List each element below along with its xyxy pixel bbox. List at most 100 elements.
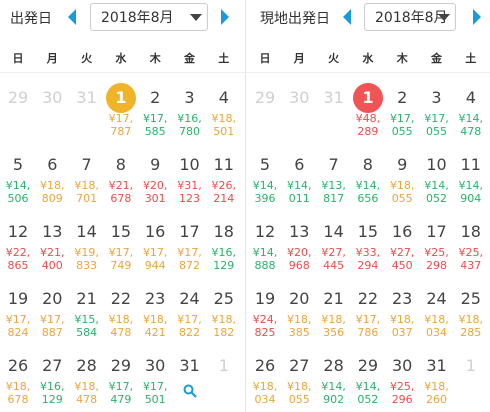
- day-price: ¥18,055: [287, 380, 312, 406]
- day-number: 29: [254, 88, 276, 107]
- day-number[interactable]: 21: [76, 289, 97, 308]
- day-number[interactable]: 13: [42, 222, 63, 241]
- prev-month-arrow[interactable]: [68, 9, 76, 25]
- next-month-arrow[interactable]: [473, 9, 481, 25]
- day-number[interactable]: 4: [218, 88, 229, 107]
- weekday-label: 土: [218, 52, 230, 65]
- day-number[interactable]: 31: [426, 356, 447, 375]
- day-number[interactable]: 15: [357, 222, 379, 241]
- day-number[interactable]: 17: [426, 222, 447, 241]
- weekday-label: 火: [81, 52, 93, 65]
- day-number[interactable]: 23: [392, 289, 413, 308]
- day-number[interactable]: 14: [76, 222, 97, 241]
- day-number[interactable]: 10: [426, 155, 447, 174]
- day-number[interactable]: 22: [110, 289, 132, 308]
- panel-label: 現地出発日: [260, 11, 330, 27]
- day-price: ¥18,034: [424, 313, 449, 339]
- day-number[interactable]: 15: [110, 222, 132, 241]
- day-number[interactable]: 12: [7, 222, 29, 241]
- day-number[interactable]: 27: [42, 356, 63, 375]
- day-number[interactable]: 1: [352, 83, 383, 113]
- day-number[interactable]: 9: [150, 155, 161, 174]
- day-price: ¥17,585: [142, 112, 168, 138]
- day-price: ¥14,656: [355, 179, 381, 205]
- day-price: ¥18,501: [211, 112, 237, 138]
- day-number: 30: [289, 88, 310, 107]
- day-number[interactable]: 6: [294, 155, 305, 174]
- day-number[interactable]: 10: [179, 155, 200, 174]
- day-price: ¥14,506: [5, 179, 31, 205]
- day-number[interactable]: 19: [254, 289, 276, 308]
- day-price: ¥14,052: [355, 380, 381, 406]
- day-number[interactable]: 6: [47, 155, 58, 174]
- day-price: ¥22,865: [5, 246, 31, 272]
- day-number[interactable]: 16: [145, 222, 166, 241]
- day-number[interactable]: 26: [7, 356, 29, 375]
- day-number[interactable]: 24: [179, 289, 200, 308]
- day-number[interactable]: 14: [323, 222, 344, 241]
- day-number[interactable]: 20: [42, 289, 63, 308]
- day-number[interactable]: 3: [184, 88, 195, 107]
- day-number[interactable]: 30: [145, 356, 166, 375]
- day-number[interactable]: 16: [392, 222, 413, 241]
- day-number[interactable]: 19: [7, 289, 29, 308]
- day-price: ¥14,902: [321, 380, 346, 406]
- weekday-label: 月: [46, 52, 58, 65]
- day-number[interactable]: 8: [362, 155, 373, 174]
- day-price: ¥18,037: [389, 313, 415, 339]
- day-number[interactable]: 18: [213, 222, 234, 241]
- day-price: ¥18,385: [287, 313, 312, 339]
- day-number[interactable]: 31: [179, 356, 200, 375]
- weekday-label: 金: [431, 52, 442, 65]
- day-number[interactable]: 29: [357, 356, 379, 375]
- day-number[interactable]: 5: [12, 155, 24, 174]
- day-price: ¥17,887: [40, 313, 65, 339]
- day-price: ¥17,055: [424, 112, 449, 138]
- day-number[interactable]: 2: [150, 88, 161, 107]
- day-number[interactable]: 5: [259, 155, 271, 174]
- day-number[interactable]: 11: [460, 155, 481, 174]
- next-month-arrow[interactable]: [221, 9, 229, 25]
- weekday-label: 木: [149, 52, 161, 65]
- day-number[interactable]: 12: [254, 222, 276, 241]
- day-price: ¥19,833: [74, 246, 99, 272]
- day-number[interactable]: 11: [213, 155, 234, 174]
- day-number[interactable]: 29: [110, 356, 132, 375]
- day-number[interactable]: 8: [115, 155, 126, 174]
- day-price: ¥17,786: [355, 313, 381, 339]
- day-number[interactable]: 18: [460, 222, 481, 241]
- day-number[interactable]: 28: [323, 356, 344, 375]
- day-number[interactable]: 24: [426, 289, 447, 308]
- day-number[interactable]: 7: [81, 155, 92, 174]
- day-number[interactable]: 17: [179, 222, 200, 241]
- day-number[interactable]: 20: [289, 289, 310, 308]
- day-number[interactable]: 1: [105, 83, 136, 113]
- day-number[interactable]: 21: [323, 289, 344, 308]
- day-price: ¥18,182: [211, 313, 237, 339]
- day-number[interactable]: 9: [397, 155, 408, 174]
- day-price: ¥15,584: [74, 313, 99, 339]
- day-number[interactable]: 30: [392, 356, 413, 375]
- day-number[interactable]: 3: [431, 88, 442, 107]
- day-number[interactable]: 7: [328, 155, 339, 174]
- day-price: ¥20,301: [142, 179, 168, 205]
- day-price: ¥17,749: [108, 246, 134, 272]
- search-icon[interactable]: [183, 383, 197, 398]
- day-number[interactable]: 23: [145, 289, 166, 308]
- day-price: ¥18,356: [321, 313, 346, 339]
- select-caret: [438, 14, 450, 21]
- day-price: ¥17,055: [389, 112, 415, 138]
- day-number[interactable]: 2: [397, 88, 408, 107]
- prev-month-arrow[interactable]: [343, 9, 351, 25]
- day-number[interactable]: 22: [357, 289, 379, 308]
- weekday-label: 日: [259, 52, 271, 65]
- month-select[interactable]: 2018年8月: [90, 3, 208, 31]
- day-number[interactable]: 25: [213, 289, 234, 308]
- day-number[interactable]: 26: [254, 356, 276, 375]
- day-number[interactable]: 27: [289, 356, 310, 375]
- day-number[interactable]: 13: [289, 222, 310, 241]
- day-number[interactable]: 4: [465, 88, 476, 107]
- day-price: ¥14,888: [252, 246, 278, 272]
- day-number[interactable]: 25: [460, 289, 481, 308]
- day-number[interactable]: 28: [76, 356, 97, 375]
